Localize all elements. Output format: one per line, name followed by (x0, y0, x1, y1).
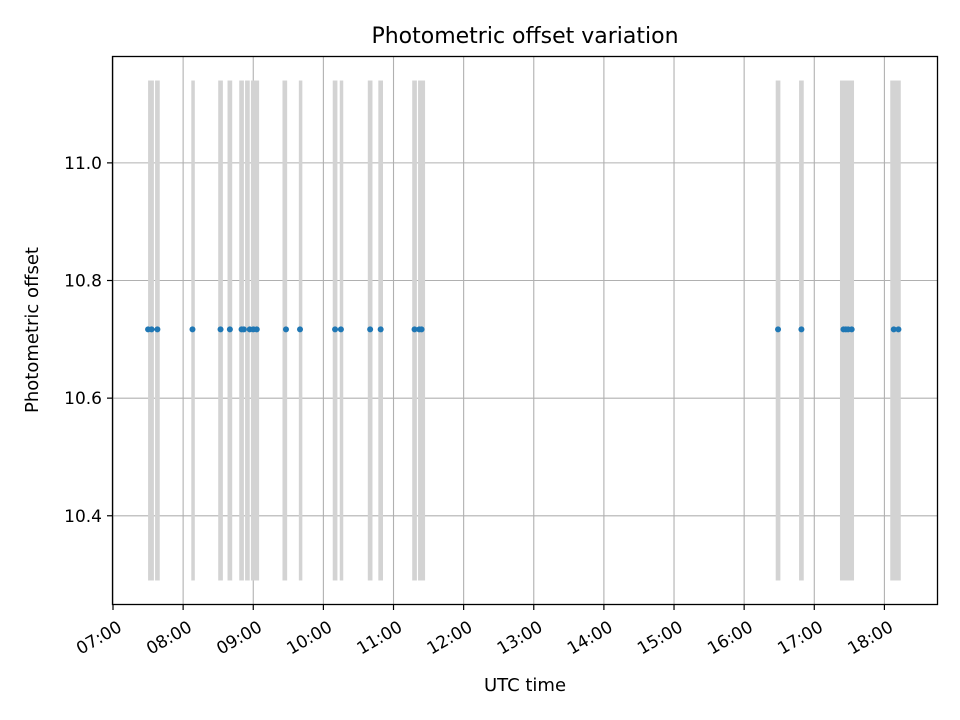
data-point (240, 326, 247, 333)
grid-layer (112, 57, 937, 604)
x-tick-label: 11:00 (354, 617, 406, 659)
y-tick-label: 11.0 (64, 154, 102, 174)
x-tick-label: 13:00 (494, 617, 546, 659)
data-points (145, 326, 902, 333)
data-point (411, 326, 418, 333)
data-point (798, 326, 805, 333)
x-tick-label: 08:00 (143, 617, 195, 659)
x-tick-label: 14:00 (564, 617, 616, 659)
y-tick-label: 10.6 (64, 389, 102, 409)
x-tick-label: 09:00 (213, 617, 265, 659)
x-axis-label: UTC time (484, 675, 566, 696)
data-point (848, 326, 855, 333)
x-tick-label: 15:00 (634, 617, 686, 659)
data-point (148, 326, 155, 333)
y-axis-label: Photometric offset (22, 247, 43, 413)
x-axis-ticks: 07:00 08:00 09:00 10:00 11:00 12:00 13:00 14:00… (73, 604, 897, 659)
data-point (367, 326, 374, 333)
data-point (337, 326, 344, 333)
data-point (332, 326, 339, 333)
data-point (282, 326, 289, 333)
data-point (189, 326, 196, 333)
data-point (775, 326, 782, 333)
data-point (253, 326, 260, 333)
plot-frame (111, 55, 939, 606)
data-point (297, 326, 304, 333)
y-axis-ticks: 10.4 10.6 10.8 11.0 (64, 154, 113, 527)
data-point (377, 326, 384, 333)
data-point (895, 326, 902, 333)
x-tick-label: 17:00 (774, 617, 826, 659)
shaded-intervals (148, 80, 901, 581)
data-point (154, 326, 161, 333)
x-tick-label: 18:00 (844, 617, 896, 659)
y-tick-label: 10.8 (64, 272, 102, 292)
data-point (890, 326, 897, 333)
data-point (418, 326, 425, 333)
data-point (226, 326, 233, 333)
y-tick-label: 10.4 (64, 507, 102, 527)
x-tick-label: 12:00 (424, 617, 476, 659)
x-tick-label: 10:00 (283, 617, 335, 659)
data-point (217, 326, 224, 333)
x-tick-label: 16:00 (704, 617, 756, 659)
chart-title: Photometric offset variation (371, 24, 678, 49)
x-tick-label: 07:00 (73, 617, 125, 659)
